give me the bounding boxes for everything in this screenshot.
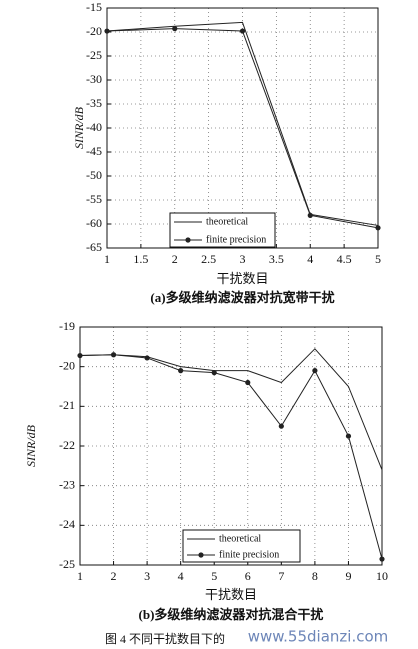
x-tick-label: 3 xyxy=(240,252,246,266)
y-tick-label: -50 xyxy=(86,168,102,182)
x-tick-label: 5 xyxy=(211,569,217,583)
point xyxy=(144,355,150,361)
y-tick-label: -55 xyxy=(86,192,102,206)
point xyxy=(245,379,251,386)
y-tick-label: -30 xyxy=(86,72,102,86)
point xyxy=(172,26,178,32)
x-tick-label: 9 xyxy=(345,569,351,583)
point xyxy=(239,28,246,34)
x-tick-label: 1 xyxy=(77,569,83,583)
x-tick-label: 2.5 xyxy=(201,252,216,266)
y-tick-label: -20 xyxy=(59,358,75,372)
legend-label: theoretical xyxy=(206,216,248,227)
y-tick-label: -25 xyxy=(86,48,102,62)
x-axis-label: 干扰数目 xyxy=(216,271,268,286)
y-tick-label: -35 xyxy=(86,96,102,110)
legend-label: theoretical xyxy=(219,533,261,544)
point xyxy=(77,352,83,359)
y-axis-label: SINR/dB xyxy=(24,424,38,467)
series-line xyxy=(79,348,383,470)
x-tick-label: 4 xyxy=(178,569,184,583)
x-tick-label: 3 xyxy=(144,569,150,583)
legend-marker xyxy=(198,552,204,558)
legend-label: finite precision xyxy=(219,549,279,560)
x-tick-label: 10 xyxy=(376,569,388,583)
y-axis-label: SINR/dB xyxy=(72,106,86,149)
x-tick-label: 4.5 xyxy=(337,252,352,266)
point xyxy=(307,212,313,218)
caption: (b)多级维纳滤波器对抗混合干扰 xyxy=(139,607,324,622)
x-axis-label: 干扰数目 xyxy=(205,587,257,602)
x-tick-label: 1 xyxy=(104,252,110,266)
y-tick-label: -45 xyxy=(86,144,102,158)
point xyxy=(278,423,284,429)
x-tick-label: 8 xyxy=(312,569,318,583)
y-tick-label: -65 xyxy=(86,240,102,254)
x-tick-label: 6 xyxy=(245,569,251,583)
watermark: www.55dianzi.com xyxy=(248,628,389,646)
x-tick-label: 2 xyxy=(172,252,178,266)
y-tick-label: -21 xyxy=(59,398,75,412)
point xyxy=(178,368,184,374)
point xyxy=(110,352,117,358)
point xyxy=(312,368,318,374)
figure-caption: 图 4 不同干扰数目下的 xyxy=(105,631,225,646)
plot-frame xyxy=(106,7,379,249)
caption: (a)多级维纳滤波器对抗宽带干扰 xyxy=(150,290,334,305)
x-tick-label: 3.5 xyxy=(269,252,284,266)
x-tick-label: 4 xyxy=(307,252,313,266)
y-tick-label: -20 xyxy=(86,24,102,38)
y-tick-label: -23 xyxy=(59,477,75,491)
x-tick-label: 5 xyxy=(375,252,381,266)
x-tick-label: 7 xyxy=(278,569,284,583)
y-tick-label: -19 xyxy=(59,319,75,333)
series-line xyxy=(79,354,383,560)
series-line xyxy=(106,21,379,226)
legend-marker xyxy=(185,237,191,243)
point xyxy=(345,433,352,439)
point xyxy=(375,225,381,231)
legend-label: finite precision xyxy=(206,234,266,245)
y-tick-label: -40 xyxy=(86,120,102,134)
x-tick-label: 2 xyxy=(111,569,117,583)
point xyxy=(211,370,217,376)
x-tick-label: 1.5 xyxy=(133,252,148,266)
y-tick-label: -22 xyxy=(59,438,75,452)
y-tick-label: -60 xyxy=(86,216,102,230)
point xyxy=(104,28,110,34)
y-tick-label: -25 xyxy=(59,557,75,571)
y-tick-label: -24 xyxy=(59,517,75,531)
plot-frame xyxy=(79,326,383,566)
y-tick-label: -15 xyxy=(86,0,102,14)
point xyxy=(379,556,385,562)
